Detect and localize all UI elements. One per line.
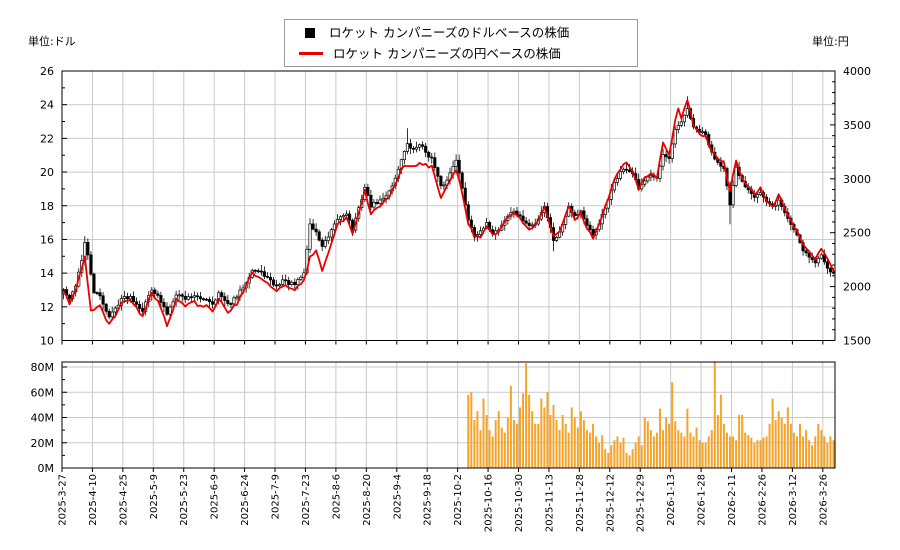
svg-text:18: 18 — [40, 200, 54, 213]
svg-text:3000: 3000 — [843, 173, 871, 186]
svg-text:2025-9-18: 2025-9-18 — [423, 474, 434, 526]
svg-text:2025-5-9: 2025-5-9 — [149, 474, 160, 519]
svg-text:2025-7-9: 2025-7-9 — [271, 474, 282, 519]
svg-text:20M: 20M — [31, 437, 55, 450]
svg-text:16: 16 — [40, 233, 54, 246]
svg-text:1500: 1500 — [843, 335, 871, 348]
svg-text:2025-8-6: 2025-8-6 — [331, 474, 342, 519]
svg-text:2025-4-10: 2025-4-10 — [88, 474, 99, 526]
svg-text:2025-11-13: 2025-11-13 — [544, 474, 555, 532]
svg-text:14: 14 — [40, 267, 54, 280]
axes — [61, 70, 836, 472]
svg-text:3500: 3500 — [843, 119, 871, 132]
svg-text:20: 20 — [40, 166, 54, 179]
svg-text:2025-6-24: 2025-6-24 — [240, 474, 251, 526]
svg-text:40M: 40M — [31, 412, 55, 425]
legend-label-jpy: ロケット カンパニーズの円ベースの株価 — [333, 45, 561, 61]
svg-text:2025-9-4: 2025-9-4 — [392, 474, 403, 519]
jpy-series-line-marker-icon — [299, 51, 323, 55]
svg-text:0M: 0M — [38, 462, 55, 475]
legend-item-usd: ロケット カンパニーズのドルベースの株価 — [299, 25, 637, 41]
svg-text:10: 10 — [40, 335, 54, 348]
svg-text:2025-8-20: 2025-8-20 — [362, 474, 373, 526]
gridlines — [62, 71, 835, 468]
svg-text:60M: 60M — [31, 386, 55, 399]
svg-text:2026-1-28: 2026-1-28 — [697, 474, 708, 526]
svg-text:2025-12-29: 2025-12-29 — [636, 474, 647, 532]
axis-tick-labels: 10 12 14 16 18 20 22 24 26 1500 2000 2500 3000 3500 40… — [31, 65, 872, 475]
svg-text:2025-3-27: 2025-3-27 — [58, 474, 69, 526]
legend-label-usd: ロケット カンパニーズのドルベースの株価 — [329, 25, 570, 40]
svg-text:22: 22 — [40, 132, 54, 145]
svg-text:2026-2-11: 2026-2-11 — [727, 474, 738, 526]
svg-text:12: 12 — [40, 301, 54, 314]
chart-legend: ロケット カンパニーズのドルベースの株価 ロケット カンパニーズの円ベースの株価 — [284, 19, 638, 68]
svg-text:4000: 4000 — [843, 65, 871, 78]
svg-text:26: 26 — [40, 65, 54, 78]
svg-text:2025-12-12: 2025-12-12 — [605, 474, 616, 532]
usd-candlestick-series — [61, 96, 836, 321]
svg-text:2026-3-12: 2026-3-12 — [788, 474, 799, 526]
svg-text:2025-5-23: 2025-5-23 — [179, 474, 190, 526]
svg-text:2025-10-2: 2025-10-2 — [453, 474, 464, 526]
svg-text:2025-10-16: 2025-10-16 — [484, 474, 495, 532]
svg-text:80M: 80M — [31, 361, 55, 374]
svg-text:2025-11-28: 2025-11-28 — [575, 474, 586, 532]
right-axis-unit-label: 単位:円 — [812, 35, 849, 48]
svg-text:24: 24 — [40, 99, 54, 112]
svg-text:2025-7-23: 2025-7-23 — [301, 474, 312, 526]
svg-text:2000: 2000 — [843, 281, 871, 294]
svg-text:2500: 2500 — [843, 227, 871, 240]
legend-item-jpy: ロケット カンパニーズの円ベースの株価 — [299, 46, 637, 62]
x-axis-date-labels: 2025-3-27 2025-4-10 2025-4-25 2025-5-9 2025-… — [58, 474, 830, 532]
svg-text:2025-10-30: 2025-10-30 — [514, 474, 525, 532]
left-axis-unit-label: 単位:ドル — [28, 35, 76, 48]
volume-bars — [467, 362, 835, 468]
svg-text:2025-6-9: 2025-6-9 — [210, 474, 221, 519]
svg-text:2026-3-26: 2026-3-26 — [818, 474, 829, 526]
svg-text:2026-2-26: 2026-2-26 — [758, 474, 769, 526]
usd-series-square-marker-icon — [305, 27, 315, 38]
jpy-line-series — [62, 99, 835, 328]
svg-text:2026-1-13: 2026-1-13 — [666, 474, 677, 526]
svg-text:2025-4-25: 2025-4-25 — [118, 474, 129, 526]
